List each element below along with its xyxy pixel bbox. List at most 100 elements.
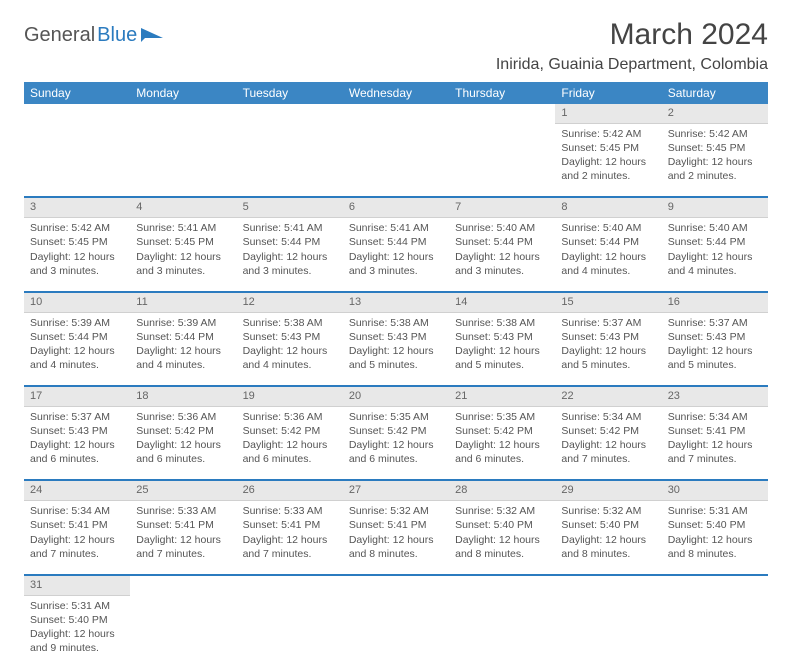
- sunrise-line: Sunrise: 5:37 AM: [30, 410, 124, 424]
- sunrise-line: Sunrise: 5:37 AM: [561, 316, 655, 330]
- day-number-cell: [343, 104, 449, 123]
- location: Inirida, Guainia Department, Colombia: [496, 56, 768, 74]
- brand-part1: General: [24, 24, 95, 47]
- day-detail-cell: [237, 123, 343, 197]
- day-detail-cell: Sunrise: 5:37 AMSunset: 5:43 PMDaylight:…: [24, 406, 130, 480]
- weekday-header: Friday: [555, 82, 661, 104]
- day-number-cell: [555, 575, 661, 595]
- day-number-cell: 6: [343, 197, 449, 217]
- day-number-cell: 8: [555, 197, 661, 217]
- sunset-line: Sunset: 5:42 PM: [455, 424, 549, 438]
- day-number-cell: 19: [237, 386, 343, 406]
- day-number-cell: 30: [662, 480, 768, 500]
- daylight-line: Daylight: 12 hours and 4 minutes.: [561, 250, 655, 278]
- day-detail-cell: Sunrise: 5:35 AMSunset: 5:42 PMDaylight:…: [343, 406, 449, 480]
- sunrise-line: Sunrise: 5:36 AM: [243, 410, 337, 424]
- sunrise-line: Sunrise: 5:34 AM: [561, 410, 655, 424]
- daylight-line: Daylight: 12 hours and 3 minutes.: [136, 250, 230, 278]
- day-detail-cell: Sunrise: 5:39 AMSunset: 5:44 PMDaylight:…: [130, 312, 236, 386]
- day-detail-cell: [662, 595, 768, 669]
- weekday-header: Tuesday: [237, 82, 343, 104]
- day-number-cell: 23: [662, 386, 768, 406]
- sunset-line: Sunset: 5:43 PM: [668, 330, 762, 344]
- day-detail-cell: [343, 123, 449, 197]
- daylight-line: Daylight: 12 hours and 5 minutes.: [561, 344, 655, 372]
- day-detail-cell: Sunrise: 5:31 AMSunset: 5:40 PMDaylight:…: [662, 501, 768, 575]
- day-detail-row: Sunrise: 5:42 AMSunset: 5:45 PMDaylight:…: [24, 218, 768, 292]
- day-number-cell: 1: [555, 104, 661, 123]
- weekday-header: Sunday: [24, 82, 130, 104]
- daylight-line: Daylight: 12 hours and 6 minutes.: [30, 438, 124, 466]
- day-number-cell: 29: [555, 480, 661, 500]
- sunrise-line: Sunrise: 5:32 AM: [455, 504, 549, 518]
- day-detail-row: Sunrise: 5:34 AMSunset: 5:41 PMDaylight:…: [24, 501, 768, 575]
- day-detail-cell: Sunrise: 5:34 AMSunset: 5:42 PMDaylight:…: [555, 406, 661, 480]
- sunrise-line: Sunrise: 5:35 AM: [455, 410, 549, 424]
- sunset-line: Sunset: 5:43 PM: [561, 330, 655, 344]
- sunset-line: Sunset: 5:45 PM: [561, 141, 655, 155]
- sunrise-line: Sunrise: 5:31 AM: [30, 599, 124, 613]
- day-detail-cell: Sunrise: 5:38 AMSunset: 5:43 PMDaylight:…: [237, 312, 343, 386]
- day-detail-cell: Sunrise: 5:32 AMSunset: 5:41 PMDaylight:…: [343, 501, 449, 575]
- sunrise-line: Sunrise: 5:35 AM: [349, 410, 443, 424]
- day-number-cell: 16: [662, 292, 768, 312]
- sunrise-line: Sunrise: 5:40 AM: [455, 221, 549, 235]
- sunset-line: Sunset: 5:40 PM: [455, 518, 549, 532]
- daylight-line: Daylight: 12 hours and 4 minutes.: [668, 250, 762, 278]
- day-detail-row: Sunrise: 5:37 AMSunset: 5:43 PMDaylight:…: [24, 406, 768, 480]
- day-detail-cell: Sunrise: 5:42 AMSunset: 5:45 PMDaylight:…: [662, 123, 768, 197]
- sunset-line: Sunset: 5:41 PM: [243, 518, 337, 532]
- day-number-cell: 27: [343, 480, 449, 500]
- sunset-line: Sunset: 5:41 PM: [136, 518, 230, 532]
- month-title: March 2024: [496, 18, 768, 52]
- day-number-cell: 21: [449, 386, 555, 406]
- daylight-line: Daylight: 12 hours and 8 minutes.: [349, 533, 443, 561]
- day-detail-cell: Sunrise: 5:32 AMSunset: 5:40 PMDaylight:…: [449, 501, 555, 575]
- sunset-line: Sunset: 5:40 PM: [561, 518, 655, 532]
- day-detail-cell: Sunrise: 5:33 AMSunset: 5:41 PMDaylight:…: [237, 501, 343, 575]
- daylight-line: Daylight: 12 hours and 5 minutes.: [455, 344, 549, 372]
- day-detail-cell: [237, 595, 343, 669]
- sunset-line: Sunset: 5:45 PM: [136, 235, 230, 249]
- day-detail-cell: Sunrise: 5:41 AMSunset: 5:44 PMDaylight:…: [237, 218, 343, 292]
- day-detail-cell: Sunrise: 5:42 AMSunset: 5:45 PMDaylight:…: [24, 218, 130, 292]
- day-number-row: 10111213141516: [24, 292, 768, 312]
- day-detail-cell: Sunrise: 5:34 AMSunset: 5:41 PMDaylight:…: [24, 501, 130, 575]
- sunrise-line: Sunrise: 5:39 AM: [30, 316, 124, 330]
- day-number-cell: [662, 575, 768, 595]
- sunrise-line: Sunrise: 5:34 AM: [668, 410, 762, 424]
- flag-icon: [141, 28, 165, 44]
- daylight-line: Daylight: 12 hours and 4 minutes.: [30, 344, 124, 372]
- sunrise-line: Sunrise: 5:42 AM: [561, 127, 655, 141]
- sunrise-line: Sunrise: 5:41 AM: [136, 221, 230, 235]
- sunset-line: Sunset: 5:43 PM: [349, 330, 443, 344]
- day-detail-cell: Sunrise: 5:31 AMSunset: 5:40 PMDaylight:…: [24, 595, 130, 669]
- day-detail-cell: Sunrise: 5:34 AMSunset: 5:41 PMDaylight:…: [662, 406, 768, 480]
- day-detail-cell: [130, 595, 236, 669]
- day-detail-row: Sunrise: 5:42 AMSunset: 5:45 PMDaylight:…: [24, 123, 768, 197]
- day-number-cell: 10: [24, 292, 130, 312]
- sunset-line: Sunset: 5:43 PM: [243, 330, 337, 344]
- day-detail-cell: Sunrise: 5:36 AMSunset: 5:42 PMDaylight:…: [130, 406, 236, 480]
- sunrise-line: Sunrise: 5:42 AM: [30, 221, 124, 235]
- weekday-header: Wednesday: [343, 82, 449, 104]
- day-number-cell: 20: [343, 386, 449, 406]
- day-number-cell: [237, 104, 343, 123]
- daylight-line: Daylight: 12 hours and 5 minutes.: [668, 344, 762, 372]
- daylight-line: Daylight: 12 hours and 3 minutes.: [349, 250, 443, 278]
- daylight-line: Daylight: 12 hours and 8 minutes.: [668, 533, 762, 561]
- daylight-line: Daylight: 12 hours and 9 minutes.: [30, 627, 124, 655]
- daylight-line: Daylight: 12 hours and 2 minutes.: [561, 155, 655, 183]
- day-detail-cell: Sunrise: 5:35 AMSunset: 5:42 PMDaylight:…: [449, 406, 555, 480]
- sunset-line: Sunset: 5:42 PM: [243, 424, 337, 438]
- day-number-cell: [24, 104, 130, 123]
- sunset-line: Sunset: 5:42 PM: [349, 424, 443, 438]
- sunrise-line: Sunrise: 5:33 AM: [136, 504, 230, 518]
- sunrise-line: Sunrise: 5:32 AM: [561, 504, 655, 518]
- day-detail-cell: Sunrise: 5:38 AMSunset: 5:43 PMDaylight:…: [449, 312, 555, 386]
- day-number-cell: 4: [130, 197, 236, 217]
- sunrise-line: Sunrise: 5:38 AM: [455, 316, 549, 330]
- day-number-cell: 17: [24, 386, 130, 406]
- daylight-line: Daylight: 12 hours and 7 minutes.: [668, 438, 762, 466]
- day-number-cell: 15: [555, 292, 661, 312]
